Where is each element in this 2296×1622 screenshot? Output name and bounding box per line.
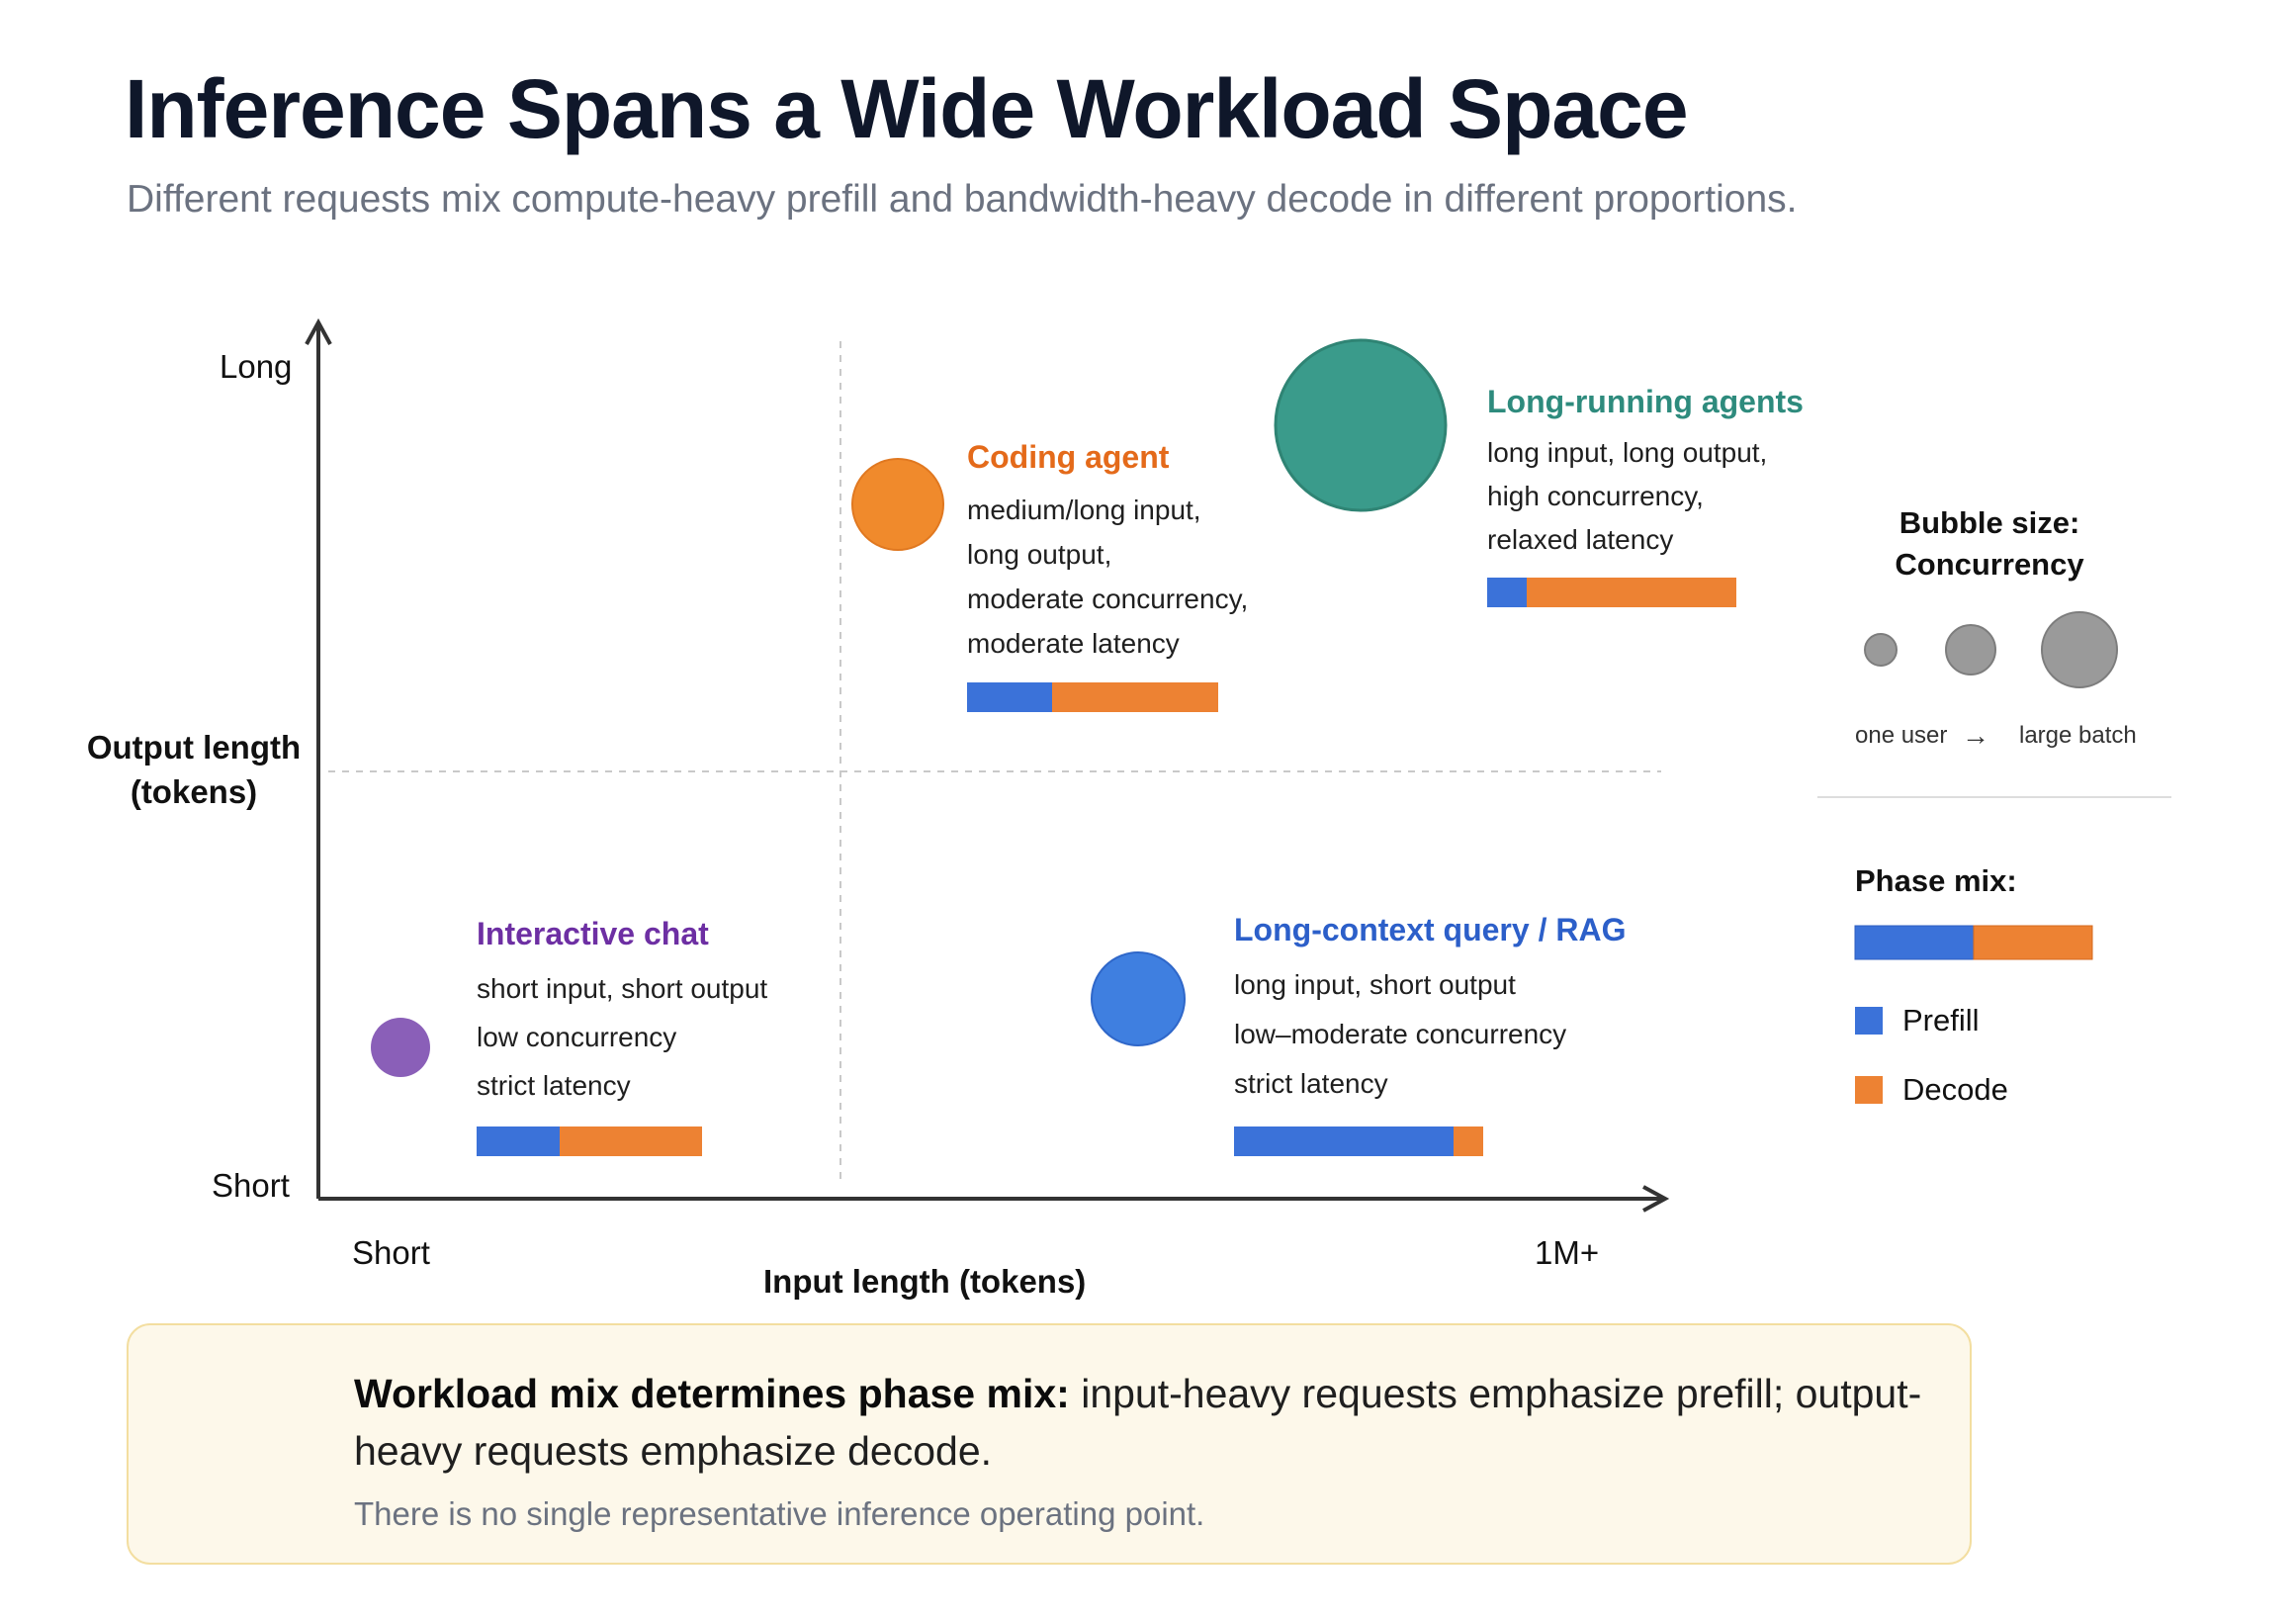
phase-bar-rag-decode [1454,1126,1483,1156]
x-axis-high-label: 1M+ [1535,1234,1600,1271]
callout-box [127,1323,1972,1565]
legend-bubble-small [1864,633,1898,667]
legend-bubble-title-line1: Bubble size: [1899,505,2080,540]
callout-main-text: Workload mix determines phase mix: input… [354,1365,1936,1480]
legend-phase-title: Phase mix: [1855,863,2017,898]
phase-bar-rag-prefill [1234,1126,1454,1156]
workload-detail-coding-4: moderate latency [967,628,1180,659]
y-axis-low-label: Short [212,1167,290,1204]
bubble-agents [1274,338,1448,512]
x-axis-title: Input length (tokens) [763,1263,1087,1300]
x-axis-low-label: Short [352,1234,430,1271]
workload-detail-agents-2: high concurrency, [1487,481,1704,511]
phase-bar-rag [1234,1126,1483,1156]
phase-bar-agents [1487,578,1736,607]
workload-detail-rag-1: long input, short output [1234,969,1516,1000]
workload-name-agents: Long-running agents [1487,384,1804,419]
legend-phase-bar-prefill [1854,925,1975,960]
workload-detail-chat-1: short input, short output [477,973,768,1004]
phase-bar-coding [967,682,1218,712]
page-subtitle: Different requests mix compute-heavy pre… [127,178,1798,221]
legend-prefill-label: Prefill [1902,1003,1980,1037]
workload-detail-agents-3: relaxed latency [1487,524,1674,555]
bubble-coding [851,458,944,551]
phase-bar-chat-prefill [477,1126,560,1156]
workload-detail-agents-1: long input, long output, [1487,437,1768,468]
legend-swatch-decode [1855,1076,1883,1104]
legend-bubble-title: Bubble size: Concurrency [1837,502,2142,586]
legend-bubble-medium [1945,624,1996,676]
workload-name-coding: Coding agent [967,439,1170,475]
legend-bubble-large [2041,611,2118,688]
callout-subtext: There is no single representative infere… [354,1495,1205,1532]
phase-bar-coding-decode [1052,682,1218,712]
workload-name-chat: Interactive chat [477,916,709,951]
legend-phase-bar-decode [1973,925,2093,960]
phase-bar-agents-decode [1527,578,1736,607]
y-axis-high-label: Long [220,348,293,385]
y-axis-arrow [305,317,332,345]
workload-name-rag: Long-context query / RAG [1234,912,1627,947]
phase-bar-chat-decode [560,1126,702,1156]
legend-bubble-title-line2: Concurrency [1895,546,2084,582]
workload-detail-rag-2: low–moderate concurrency [1234,1019,1567,1049]
callout-bold: Workload mix determines phase mix: [354,1371,1070,1416]
workload-detail-rag-3: strict latency [1234,1068,1388,1099]
workload-detail-coding-2: long output, [967,539,1112,570]
workload-detail-chat-2: low concurrency [477,1022,677,1052]
legend-decode-label: Decode [1902,1072,2008,1107]
bubble-chat [371,1018,430,1077]
y-axis-title-line1: Output length [86,729,302,766]
legend-swatch-prefill [1855,1007,1883,1035]
bubble-rag [1091,951,1186,1046]
workload-detail-chat-3: strict latency [477,1070,631,1101]
y-axis-title: Output length (tokens) [81,726,307,815]
legend-bubble-high-label: large batch [2019,722,2137,749]
callout-text: input-heavy requests emphasize prefill; … [354,1371,1922,1475]
y-axis-title-line2: (tokens) [130,772,258,810]
phase-bar-coding-prefill [967,682,1052,712]
phase-bar-agents-prefill [1487,578,1527,607]
phase-bar-chat [477,1126,702,1156]
workload-detail-coding-1: medium/long input, [967,495,1201,525]
legend-bubble-low-label: one user [1855,722,1948,749]
legend-bubble-arrow: → [1962,720,1989,751]
workload-detail-coding-3: moderate concurrency, [967,584,1249,614]
x-axis-arrow [1642,1185,1670,1213]
page-title: Inference Spans a Wide Workload Space [125,62,1689,155]
